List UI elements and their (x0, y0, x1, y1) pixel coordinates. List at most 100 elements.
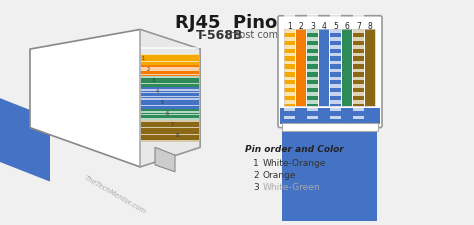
Bar (354, 29, 364, 106)
Polygon shape (141, 118, 199, 119)
Text: 8: 8 (368, 22, 373, 31)
Text: 1: 1 (287, 22, 292, 31)
Polygon shape (141, 127, 199, 128)
Bar (330, 108, 341, 111)
Polygon shape (141, 67, 199, 69)
Bar (330, 45, 341, 49)
Text: 5: 5 (333, 22, 338, 31)
Polygon shape (141, 70, 199, 71)
Polygon shape (141, 65, 199, 76)
Bar (354, 108, 364, 111)
Bar (284, 116, 295, 119)
Bar (354, 100, 364, 104)
Polygon shape (141, 131, 199, 142)
Text: 3: 3 (253, 182, 259, 191)
Bar (308, 108, 318, 111)
Bar (284, 124, 295, 127)
Text: 6: 6 (166, 111, 169, 116)
Bar (308, 69, 318, 72)
Bar (308, 22, 318, 25)
Polygon shape (30, 29, 200, 167)
Bar (342, 29, 353, 106)
Polygon shape (141, 109, 199, 120)
Polygon shape (141, 120, 199, 131)
Bar (308, 14, 318, 17)
Bar (308, 29, 318, 33)
Bar (308, 61, 318, 64)
Bar (330, 124, 341, 127)
Bar (308, 116, 318, 119)
Text: 4: 4 (156, 89, 159, 94)
Text: TheTechMentor.com: TheTechMentor.com (83, 175, 147, 215)
Bar (354, 84, 364, 88)
Bar (308, 45, 318, 49)
Bar (354, 37, 364, 41)
Bar (284, 22, 295, 25)
Bar (354, 45, 364, 49)
Text: White-Orange: White-Orange (263, 159, 327, 168)
Bar (284, 29, 295, 106)
Bar (284, 37, 295, 41)
Text: 8: 8 (175, 133, 178, 138)
Bar (354, 69, 364, 72)
Text: 7: 7 (171, 122, 173, 127)
Polygon shape (141, 54, 199, 65)
Bar (308, 92, 318, 96)
Text: 1: 1 (253, 159, 259, 168)
Bar (354, 22, 364, 25)
Text: T-568B: T-568B (196, 29, 244, 43)
Text: 6: 6 (345, 22, 350, 31)
Bar (308, 53, 318, 56)
Polygon shape (141, 98, 199, 100)
Bar (354, 92, 364, 96)
Text: (most common): (most common) (226, 29, 304, 39)
Bar (284, 29, 375, 106)
Polygon shape (155, 147, 175, 172)
Bar (283, 121, 377, 225)
Bar (354, 29, 364, 33)
Bar (354, 61, 364, 64)
Bar (280, 108, 380, 124)
Bar (308, 84, 318, 88)
Text: 1: 1 (142, 56, 145, 61)
Polygon shape (141, 133, 199, 135)
Bar (330, 22, 341, 25)
Text: 5: 5 (161, 100, 164, 105)
Polygon shape (141, 54, 199, 56)
Bar (330, 84, 341, 88)
Bar (354, 53, 364, 56)
Polygon shape (141, 47, 199, 49)
Text: 3: 3 (310, 22, 315, 31)
Text: White-Green: White-Green (263, 182, 320, 191)
Bar (308, 37, 318, 41)
FancyBboxPatch shape (278, 16, 382, 128)
Polygon shape (141, 96, 199, 97)
Polygon shape (140, 29, 200, 167)
Bar (354, 116, 364, 119)
Bar (284, 92, 295, 96)
Polygon shape (141, 87, 199, 98)
Text: 2: 2 (253, 171, 259, 180)
Bar (282, 123, 378, 130)
Text: 4: 4 (322, 22, 327, 31)
Polygon shape (141, 120, 199, 122)
Bar (284, 29, 295, 33)
Bar (330, 14, 341, 17)
Bar (330, 37, 341, 41)
Polygon shape (141, 98, 199, 109)
Polygon shape (141, 111, 199, 113)
Text: Pin order and Color: Pin order and Color (245, 145, 344, 154)
Bar (330, 29, 341, 33)
Bar (284, 100, 295, 104)
Bar (354, 14, 364, 17)
Bar (330, 92, 341, 96)
Bar (308, 29, 318, 106)
Polygon shape (141, 140, 199, 142)
Text: 2: 2 (299, 22, 304, 31)
Bar (284, 53, 295, 56)
Polygon shape (0, 98, 50, 182)
Bar (284, 84, 295, 88)
Text: 2: 2 (146, 67, 149, 72)
Polygon shape (141, 61, 199, 62)
Bar (330, 100, 341, 104)
